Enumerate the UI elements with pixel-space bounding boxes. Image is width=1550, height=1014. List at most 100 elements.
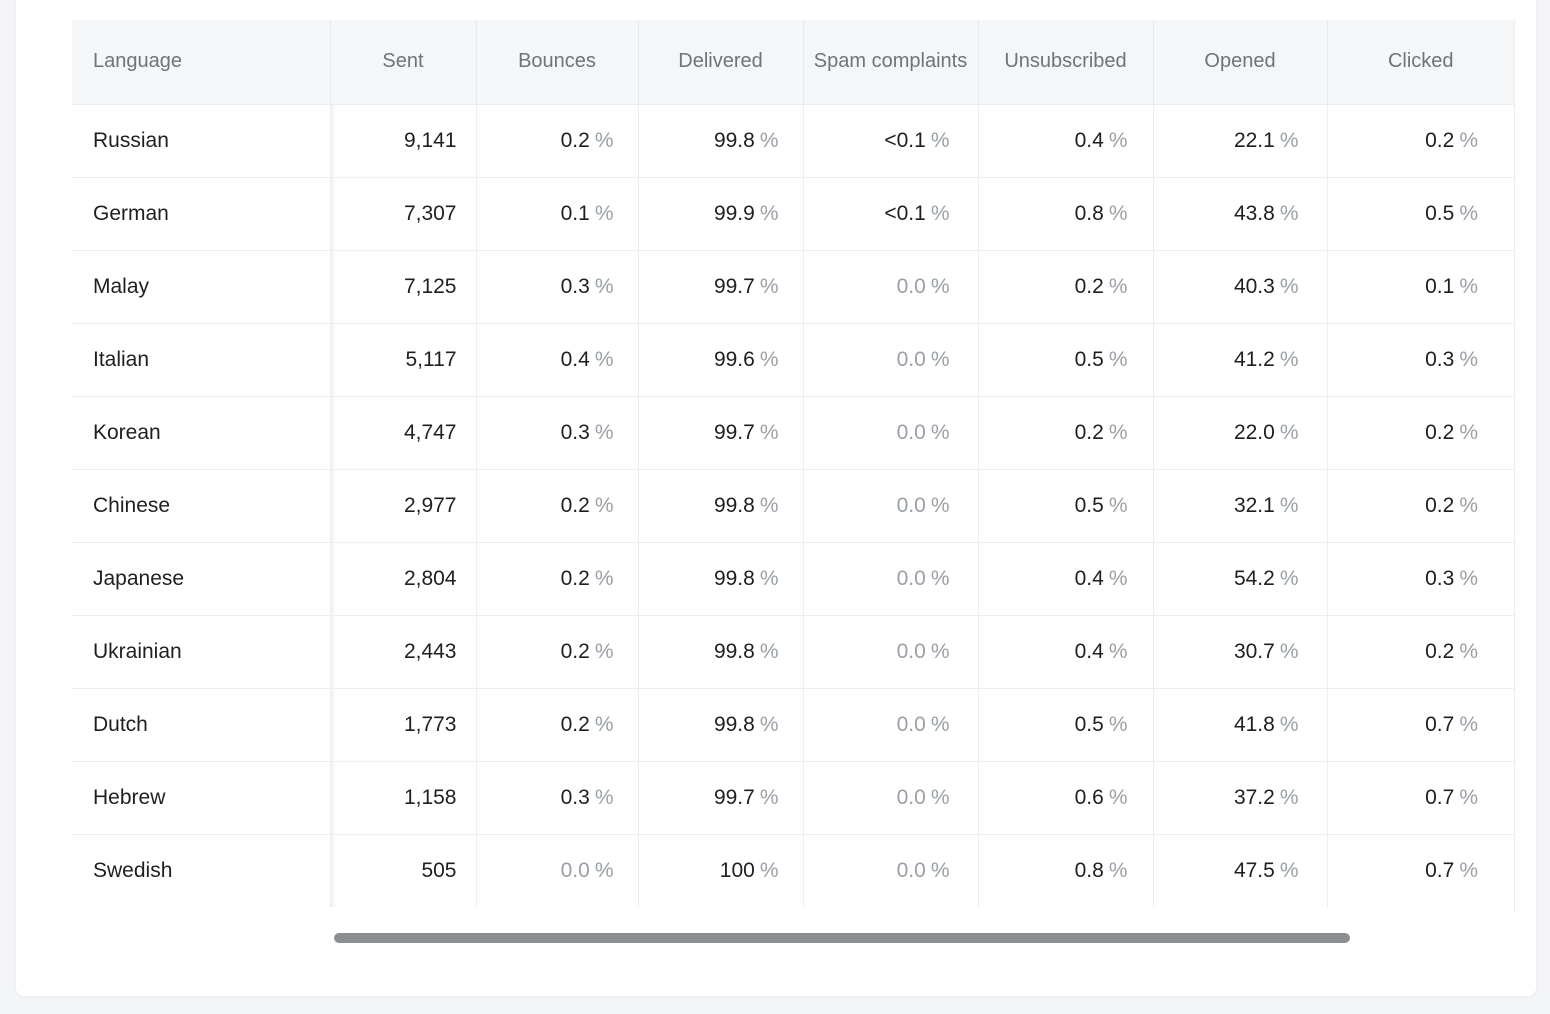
cell-opened: 41.8% [1153,687,1328,761]
cell-spam-complaints-value: 0.0 [896,347,926,371]
cell-bounces: 0.0% [476,833,639,907]
column-header-bounces[interactable]: Bounces [476,20,639,104]
cell-delivered: 99.8% [638,103,804,177]
column-header-opened[interactable]: Opened [1153,20,1328,104]
cell-unsubscribed-value: 0.5 [1074,347,1104,371]
cell-spam-complaints-value: <0.1 [884,128,926,152]
cell-clicked-value: 0.3 [1425,347,1455,371]
cell-spam-complaints: 0.0% [803,614,979,688]
cell-unsubscribed: 0.5% [978,468,1154,542]
percent-sign: % [1459,347,1478,371]
percent-sign: % [759,858,779,882]
percent-sign: % [759,201,779,225]
column-header-delivered[interactable]: Delivered [638,20,804,104]
cell-language-value: Dutch [93,712,148,736]
cell-language-value: Malay [93,274,150,298]
cell-unsubscribed-value: 0.4 [1074,128,1104,152]
percent-sign: % [1459,785,1478,809]
cell-unsubscribed-value: 0.2 [1074,420,1104,444]
cell-bounces: 0.2% [476,541,639,615]
horizontal-scrollbar-thumb[interactable] [334,933,1350,943]
cell-sent: 505 [330,833,477,907]
horizontal-scrollbar[interactable] [334,933,1350,943]
cell-delivered: 99.8% [638,614,804,688]
cell-language: Dutch [72,687,330,761]
cell-spam-complaints-value: 0.0 [896,493,926,517]
cell-language: Malay [72,249,330,323]
percent-sign: % [759,128,779,152]
column-header-spam-complaints[interactable]: Spam complaints [803,20,979,104]
percent-sign: % [1459,420,1478,444]
percent-sign: % [1108,858,1128,882]
table-row: Hebrew 1,158 0.3% 99.7% 0.0% 0.6% 37.2% 0.7% [72,760,1514,834]
percent-sign: % [930,566,950,590]
cell-language-value: Chinese [93,493,171,517]
cell-sent-value: 7,125 [403,274,457,298]
cell-language-value: Ukrainian [93,639,182,663]
cell-bounces-value: 0.2 [560,639,590,663]
cell-delivered-value: 99.8 [713,566,755,590]
cell-bounces-value: 0.4 [560,347,590,371]
cell-bounces-value: 0.3 [560,274,590,298]
cell-spam-complaints-value: 0.0 [896,566,926,590]
cell-delivered-value: 99.8 [713,493,755,517]
cell-bounces-value: 0.2 [560,712,590,736]
cell-clicked: 0.2% [1327,103,1514,177]
cell-opened: 40.3% [1153,249,1328,323]
cell-delivered-value: 100 [719,858,755,882]
percent-sign: % [930,347,950,371]
cell-language: Chinese [72,468,330,542]
cell-delivered-value: 99.9 [713,201,755,225]
cell-unsubscribed: 0.8% [978,833,1154,907]
cell-opened-value: 37.2 [1233,785,1275,809]
column-header-clicked[interactable]: Clicked [1327,20,1514,104]
percent-sign: % [1108,493,1128,517]
cell-language: German [72,176,330,250]
cell-sent: 2,443 [330,614,477,688]
table-row: Japanese 2,804 0.2% 99.8% 0.0% 0.4% 54.2% 0.3% [72,541,1514,615]
percent-sign: % [930,858,950,882]
cell-sent-value: 9,141 [403,128,457,152]
cell-clicked: 0.7% [1327,687,1514,761]
percent-sign: % [594,347,614,371]
cell-opened-value: 54.2 [1233,566,1275,590]
cell-language-value: Swedish [93,858,173,882]
cell-opened-value: 32.1 [1233,493,1275,517]
cell-clicked-value: 0.2 [1425,420,1455,444]
cell-language-value: Russian [93,128,169,152]
percent-sign: % [930,201,950,225]
percent-sign: % [1279,639,1299,663]
cell-sent: 4,747 [330,395,477,469]
cell-opened-value: 41.8 [1233,712,1275,736]
cell-spam-complaints-value: 0.0 [896,639,926,663]
cell-opened: 47.5% [1153,833,1328,907]
cell-sent-value: 7,307 [403,201,457,225]
column-header-language[interactable]: Language [72,20,331,104]
cell-delivered-value: 99.7 [713,420,755,444]
cell-bounces-value: 0.3 [560,420,590,444]
percent-sign: % [930,493,950,517]
percent-sign: % [1459,858,1478,882]
cell-bounces: 0.4% [476,322,639,396]
cell-spam-complaints: 0.0% [803,468,979,542]
percent-sign: % [930,420,950,444]
cell-bounces: 0.3% [476,249,639,323]
percent-sign: % [759,493,779,517]
cell-spam-complaints-value: 0.0 [896,858,926,882]
cell-spam-complaints: 0.0% [803,760,979,834]
column-header-unsubscribed[interactable]: Unsubscribed [978,20,1154,104]
cell-clicked-value: 0.7 [1425,712,1455,736]
percent-sign: % [1108,639,1128,663]
column-header-sent[interactable]: Sent [330,20,477,104]
cell-bounces: 0.2% [476,103,639,177]
cell-opened: 37.2% [1153,760,1328,834]
cell-unsubscribed: 0.8% [978,176,1154,250]
percent-sign: % [594,128,614,152]
cell-bounces: 0.1% [476,176,639,250]
percent-sign: % [1279,712,1299,736]
table-row: Russian 9,141 0.2% 99.8% <0.1% 0.4% 22.1% 0.2% [72,103,1514,177]
percent-sign: % [759,566,779,590]
cell-delivered-value: 99.8 [713,639,755,663]
cell-delivered: 99.8% [638,541,804,615]
cell-opened-value: 40.3 [1233,274,1275,298]
